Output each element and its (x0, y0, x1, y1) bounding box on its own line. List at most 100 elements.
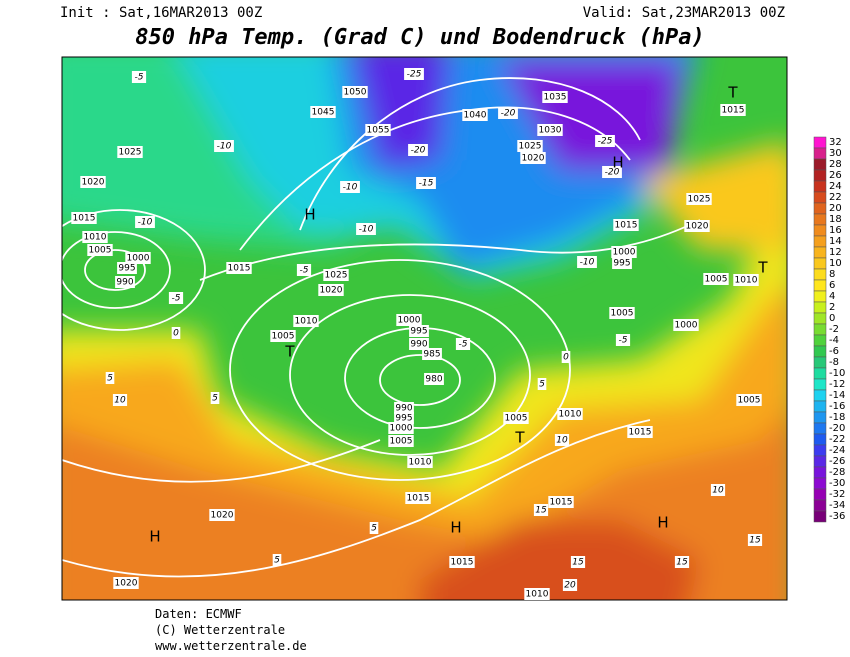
isobar-label-box (117, 262, 137, 274)
temperature-label-box (105, 372, 115, 384)
isobar-label: 995 (410, 327, 427, 337)
temperature-label: -10 (359, 225, 374, 235)
legend-swatch (813, 345, 827, 358)
temperature-label-box (747, 534, 763, 546)
isobar-label-box (125, 252, 151, 264)
isobar-label-box (627, 426, 653, 438)
temperature-label-box (131, 71, 147, 83)
temperature-label-box (595, 135, 615, 147)
isobar-label-box (613, 219, 639, 231)
legend-label: 10 (829, 258, 842, 269)
legend-label: 30 (829, 148, 842, 159)
isobar-label: 990 (410, 340, 427, 350)
temperature-label: -15 (419, 179, 434, 189)
legend-label: 6 (829, 280, 835, 291)
init-time: Init : Sat,16MAR2013 00Z (60, 5, 262, 21)
legend-swatch (813, 158, 827, 171)
legend-swatch (813, 136, 827, 149)
legend-label: 0 (829, 313, 835, 324)
temperature-label: -10 (217, 142, 232, 152)
legend-label: -16 (829, 401, 845, 412)
legend-label: 16 (829, 225, 842, 236)
temperature-label-box (455, 338, 471, 350)
isobar-label-box (703, 273, 729, 285)
temperature-label: -25 (598, 137, 613, 147)
isobar-label-box (557, 408, 583, 420)
legend-label: -28 (829, 467, 845, 478)
legend-label: 2 (829, 302, 835, 313)
isobar-label-box (720, 104, 746, 116)
temperature-label: 15 (749, 536, 761, 546)
temperature-label: 5 (274, 556, 280, 566)
legend-swatch (813, 433, 827, 446)
pressure-system: H (657, 514, 668, 532)
isobar-label: 1025 (119, 148, 142, 158)
isobar-label: 1020 (320, 286, 343, 296)
temperature-label: 0 (563, 353, 569, 363)
temperature-label: -5 (172, 294, 181, 304)
temperature-label: -10 (580, 258, 595, 268)
legend-swatch (813, 400, 827, 413)
isobar-label-box (542, 91, 568, 103)
pressure-system: H (304, 206, 315, 224)
temperature-label: -25 (407, 70, 422, 80)
legend-label: 8 (829, 269, 835, 280)
isobar-label-box (612, 257, 632, 269)
isobar-label-box (537, 124, 563, 136)
legend-swatch (813, 422, 827, 435)
legend-swatch (813, 224, 827, 237)
isobar-label: 1015 (407, 494, 430, 504)
isobar-label: 985 (423, 350, 440, 360)
isobar-label: 1030 (539, 126, 562, 136)
isobar-label: 1055 (367, 126, 390, 136)
legend-label: 24 (829, 181, 842, 192)
temperature-label: 5 (539, 380, 545, 390)
isobar-label-box (673, 319, 699, 331)
isobar-label: 990 (395, 404, 412, 414)
temperature-label: 10 (556, 436, 568, 446)
isobar-label-box (422, 348, 442, 360)
temperature-label-box (561, 351, 571, 363)
isobar-label-box (394, 402, 414, 414)
legend-swatch (813, 323, 827, 336)
isobar-label-box (388, 435, 414, 447)
legend-swatch (813, 510, 827, 523)
legend-swatch (813, 455, 827, 468)
isobar-label: 1005 (390, 437, 413, 447)
legend-label: -4 (829, 335, 839, 346)
legend-swatch (813, 268, 827, 281)
legend-label: 14 (829, 236, 842, 247)
isobar-label-box (736, 394, 762, 406)
legend-label: -24 (829, 445, 845, 456)
temperature-label: 10 (114, 396, 126, 406)
isobar-label: 1010 (526, 590, 549, 600)
legend-swatch (813, 235, 827, 248)
temperature-label: -20 (411, 146, 426, 156)
temperature-label-box (356, 223, 376, 235)
isobar-label: 1010 (295, 317, 318, 327)
isobar-label-box (424, 373, 444, 385)
isobar-label: 1040 (464, 111, 487, 121)
isobar-label: 995 (395, 414, 412, 424)
pressure-system: H (450, 519, 461, 537)
isobar-label: 1005 (89, 246, 112, 256)
isobar-label-box (71, 212, 97, 224)
legend-label: -10 (829, 368, 845, 379)
legend-label: -12 (829, 379, 845, 390)
pressure-system: H (149, 528, 160, 546)
legend-label: -36 (829, 511, 845, 522)
pressure-system: T (284, 343, 295, 361)
isobar-label-box (388, 422, 414, 434)
isobar-label: 1015 (73, 214, 96, 224)
isobar-label-box (409, 338, 429, 350)
isobar-label: 1000 (127, 254, 150, 264)
temperature-label-box (533, 504, 549, 516)
temperature-label: -5 (135, 73, 144, 83)
temperature-label-box (562, 579, 578, 591)
isobar-label-box (115, 276, 135, 288)
footer-copyright: (C) Wetterzentrale (155, 623, 285, 637)
isobar-label: 1045 (312, 108, 335, 118)
isobar-label-box (318, 284, 344, 296)
legend-swatch (813, 257, 827, 270)
isobar-label-box (82, 231, 108, 243)
